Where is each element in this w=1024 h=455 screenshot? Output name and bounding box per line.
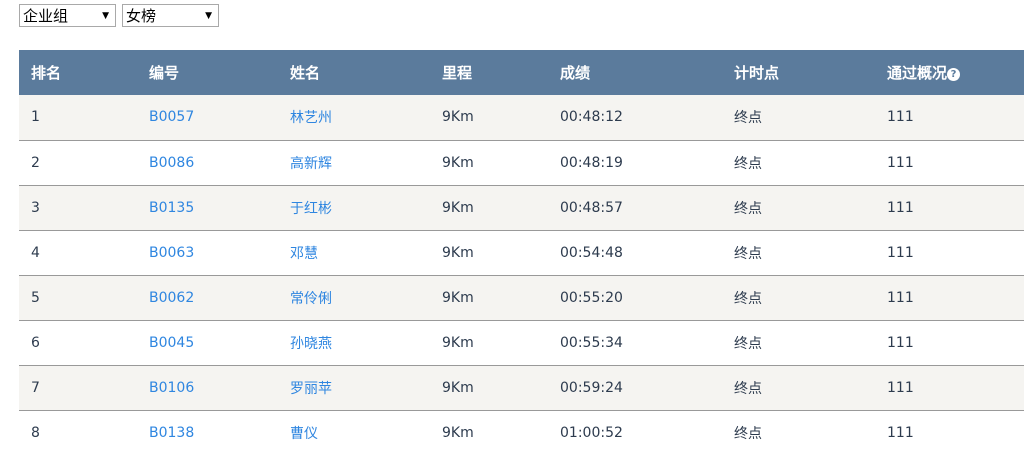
col-passage-label: 通过概况	[887, 64, 948, 82]
bib-cell: B0057	[149, 95, 290, 140]
distance-cell: 9Km	[442, 229, 560, 275]
col-checkpoint: 计时点	[734, 50, 887, 95]
filters: 企业组 ▼ 女榜 ▼	[19, 4, 219, 27]
bib-link[interactable]: B0138	[149, 424, 195, 441]
bib-link[interactable]: B0063	[149, 244, 195, 261]
bib-cell: B0045	[149, 319, 290, 365]
rank-cell: 4	[19, 229, 149, 275]
name-cell: 罗丽苹	[290, 364, 442, 410]
checkpoint-cell: 终点	[734, 274, 887, 320]
name-link[interactable]: 罗丽苹	[290, 380, 332, 397]
bib-cell: B0135	[149, 184, 290, 230]
bib-cell: B0106	[149, 364, 290, 410]
table-row: 1 B0057 林艺州 9Km 00:48:12 终点 111	[19, 95, 1024, 140]
time-cell: 00:54:48	[560, 229, 734, 275]
name-cell: 高新辉	[290, 139, 442, 185]
distance-cell: 9Km	[442, 139, 560, 185]
name-link[interactable]: 邓慧	[290, 245, 318, 262]
time-cell: 00:48:12	[560, 95, 734, 140]
rank-cell: 2	[19, 139, 149, 185]
rank-cell: 5	[19, 274, 149, 320]
bib-cell: B0086	[149, 139, 290, 185]
rank-cell: 7	[19, 364, 149, 410]
distance-cell: 9Km	[442, 184, 560, 230]
rank-cell: 8	[19, 409, 149, 455]
time-cell: 00:59:24	[560, 364, 734, 410]
table-row: 5 B0062 常伶俐 9Km 00:55:20 终点 111	[19, 274, 1024, 320]
distance-cell: 9Km	[442, 319, 560, 365]
table-row: 7 B0106 罗丽苹 9Km 00:59:24 终点 111	[19, 364, 1024, 410]
help-icon[interactable]: ?	[947, 68, 961, 81]
time-cell: 00:48:19	[560, 139, 734, 185]
distance-cell: 9Km	[442, 95, 560, 140]
passage-cell: 111	[887, 139, 1024, 185]
name-link[interactable]: 林艺州	[290, 110, 332, 127]
group-select-value: 企业组	[23, 7, 69, 25]
dropdown-arrow-icon: ▼	[205, 10, 212, 21]
passage-cell: 111	[887, 184, 1024, 230]
bib-link[interactable]: B0045	[149, 334, 195, 351]
group-select[interactable]: 企业组 ▼	[19, 4, 116, 27]
col-name: 姓名	[290, 50, 442, 95]
time-cell: 01:00:52	[560, 409, 734, 455]
bib-cell: B0063	[149, 229, 290, 275]
bib-link[interactable]: B0062	[149, 289, 195, 306]
col-time: 成绩	[560, 50, 734, 95]
name-link[interactable]: 孙晓燕	[290, 335, 332, 352]
name-link[interactable]: 高新辉	[290, 155, 332, 172]
dropdown-arrow-icon: ▼	[102, 10, 109, 21]
name-cell: 邓慧	[290, 229, 442, 275]
bib-link[interactable]: B0086	[149, 154, 195, 171]
col-passage: 通过概况?	[887, 50, 1024, 95]
distance-cell: 9Km	[442, 409, 560, 455]
time-cell: 00:55:34	[560, 319, 734, 365]
results-table: 排名 编号 姓名 里程 成绩 计时点 通过概况? 1 B0057 林艺州 9Km 00:…	[19, 50, 1024, 455]
bib-cell: B0138	[149, 409, 290, 455]
name-cell: 孙晓燕	[290, 319, 442, 365]
passage-cell: 111	[887, 364, 1024, 410]
checkpoint-cell: 终点	[734, 139, 887, 185]
passage-cell: 111	[887, 229, 1024, 275]
bib-link[interactable]: B0106	[149, 379, 195, 396]
table-header: 排名 编号 姓名 里程 成绩 计时点 通过概况?	[19, 50, 1024, 95]
rank-cell: 1	[19, 95, 149, 140]
rank-cell: 6	[19, 319, 149, 365]
table-row: 3 B0135 于红彬 9Km 00:48:57 终点 111	[19, 184, 1024, 230]
col-distance: 里程	[442, 50, 560, 95]
name-link[interactable]: 常伶俐	[290, 290, 332, 307]
table-row: 8 B0138 曹仪 9Km 01:00:52 终点 111	[19, 409, 1024, 455]
gender-select[interactable]: 女榜 ▼	[122, 4, 219, 27]
passage-cell: 111	[887, 409, 1024, 455]
passage-cell: 111	[887, 319, 1024, 365]
name-cell: 常伶俐	[290, 274, 442, 320]
table-row: 6 B0045 孙晓燕 9Km 00:55:34 终点 111	[19, 319, 1024, 365]
passage-cell: 111	[887, 95, 1024, 140]
col-bib: 编号	[149, 50, 290, 95]
checkpoint-cell: 终点	[734, 409, 887, 455]
bib-link[interactable]: B0057	[149, 109, 195, 126]
col-rank: 排名	[19, 50, 149, 95]
gender-select-value: 女榜	[126, 7, 157, 25]
checkpoint-cell: 终点	[734, 95, 887, 140]
rank-cell: 3	[19, 184, 149, 230]
table-row: 4 B0063 邓慧 9Km 00:54:48 终点 111	[19, 229, 1024, 275]
name-cell: 于红彬	[290, 184, 442, 230]
checkpoint-cell: 终点	[734, 364, 887, 410]
time-cell: 00:48:57	[560, 184, 734, 230]
checkpoint-cell: 终点	[734, 229, 887, 275]
name-cell: 曹仪	[290, 409, 442, 455]
table-row: 2 B0086 高新辉 9Km 00:48:19 终点 111	[19, 139, 1024, 185]
distance-cell: 9Km	[442, 274, 560, 320]
distance-cell: 9Km	[442, 364, 560, 410]
checkpoint-cell: 终点	[734, 319, 887, 365]
time-cell: 00:55:20	[560, 274, 734, 320]
name-link[interactable]: 曹仪	[290, 425, 318, 442]
passage-cell: 111	[887, 274, 1024, 320]
checkpoint-cell: 终点	[734, 184, 887, 230]
name-cell: 林艺州	[290, 95, 442, 140]
name-link[interactable]: 于红彬	[290, 200, 332, 217]
bib-link[interactable]: B0135	[149, 199, 195, 216]
bib-cell: B0062	[149, 274, 290, 320]
